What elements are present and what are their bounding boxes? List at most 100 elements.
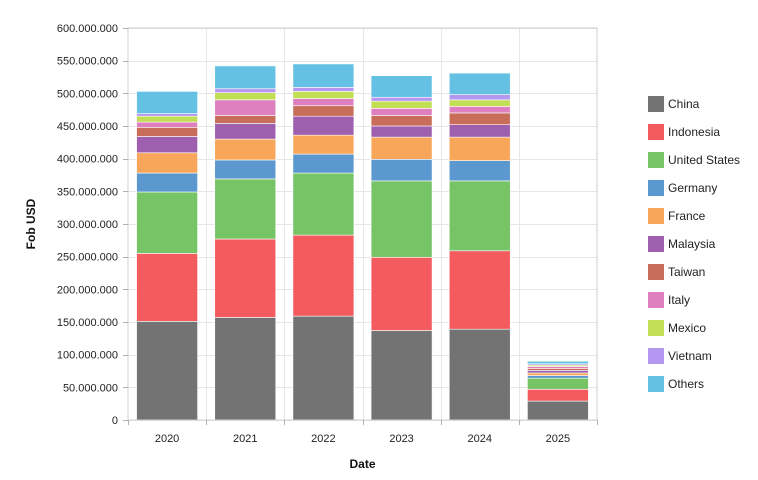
bar-segment-italy-2020[interactable] [136,121,198,128]
bar-segment-china-2023[interactable] [370,330,433,421]
legend-item-mexico[interactable]: Mexico [648,320,706,336]
legend-item-others[interactable]: Others [648,376,704,392]
bar-segment-germany-2024[interactable] [448,160,511,182]
bar-segment-others-2021[interactable] [214,65,277,90]
bar-segment-united-states-2020[interactable] [136,191,198,254]
y-tick-label: 250.000.000 [57,252,118,264]
bar-segment-indonesia-2023[interactable] [370,257,433,331]
bar-segment-vietnam-2021[interactable] [214,88,277,93]
legend-label: France [668,209,706,223]
bar-segment-others-2025[interactable] [527,360,589,365]
bar-segment-france-2025[interactable] [527,372,589,376]
bar-segment-france-2023[interactable] [370,136,433,160]
bar-segment-malaysia-2025[interactable] [527,370,589,374]
bar-segment-united-states-2025[interactable] [527,377,589,390]
bar-segment-indonesia-2022[interactable] [292,234,355,317]
bar-segment-malaysia-2024[interactable] [448,124,511,138]
bar-segment-malaysia-2022[interactable] [292,115,355,136]
legend-label: Malaysia [668,237,716,251]
bar-segment-mexico-2021[interactable] [214,92,277,101]
legend-swatch [648,208,664,224]
bar-segment-france-2021[interactable] [214,138,277,161]
legend-item-indonesia[interactable]: Indonesia [648,124,720,140]
legend-item-malaysia[interactable]: Malaysia [648,236,716,252]
bar-segment-others-2022[interactable] [292,63,355,88]
legend-item-vietnam[interactable]: Vietnam [648,348,712,364]
y-tick-label: 450.000.000 [57,121,118,133]
legend-item-france[interactable]: France [648,208,706,224]
y-tick-label: 400.000.000 [57,154,118,166]
bar-segment-taiwan-2023[interactable] [370,115,433,127]
bar-segment-germany-2022[interactable] [292,153,355,174]
legend: China Indonesia United States Germany France… [648,96,740,392]
bar-segment-malaysia-2021[interactable] [214,123,277,140]
bar-segment-italy-2021[interactable] [214,99,277,116]
legend-label: United States [668,153,740,167]
bar-segment-others-2020[interactable] [136,91,198,114]
legend-item-italy[interactable]: Italy [648,292,690,308]
bar-segment-vietnam-2024[interactable] [448,94,511,101]
bar-segment-united-states-2021[interactable] [214,178,277,240]
bar-segment-taiwan-2020[interactable] [136,127,198,137]
legend-item-germany[interactable]: Germany [648,180,717,196]
bar-segment-mexico-2022[interactable] [292,91,355,99]
bar-segment-france-2022[interactable] [292,134,355,155]
bar-segment-indonesia-2024[interactable] [448,250,511,330]
bar-segment-germany-2020[interactable] [136,172,198,193]
bar-segment-italy-2024[interactable] [448,106,511,114]
bar-segment-china-2022[interactable] [292,315,355,421]
grid [128,28,597,421]
legend-item-united-states[interactable]: United States [648,152,740,168]
bar-segment-united-states-2024[interactable] [448,180,511,252]
x-axis-ticks: 2020 2021 2022 2023 2024 2025 [128,420,598,445]
legend-label: China [668,97,700,111]
x-tick-label: 2020 [155,433,179,445]
bar-segment-germany-2021[interactable] [214,159,277,180]
bar-segment-germany-2023[interactable] [370,159,433,182]
bar-segment-indonesia-2025[interactable] [527,388,589,402]
bar-segment-vietnam-2023[interactable] [370,96,433,102]
legend-label: Others [668,377,704,391]
bar-segment-china-2020[interactable] [136,321,198,421]
legend-item-china[interactable]: China [648,96,700,112]
bar-segment-china-2024[interactable] [448,328,511,421]
bar-segment-france-2020[interactable] [136,152,198,174]
legend-label: Vietnam [668,349,712,363]
bar-segment-taiwan-2022[interactable] [292,105,355,117]
x-tick-label: 2023 [389,433,413,445]
bar-segment-united-states-2023[interactable] [370,180,433,258]
bar-segment-indonesia-2020[interactable] [136,253,198,322]
bar-segment-malaysia-2020[interactable] [136,136,198,154]
bar-segment-taiwan-2021[interactable] [214,115,277,124]
bar-segment-malaysia-2023[interactable] [370,125,433,138]
bar-segment-taiwan-2024[interactable] [448,112,511,125]
x-tick-label: 2024 [468,433,492,445]
bar-segment-mexico-2020[interactable] [136,115,198,123]
bar-segment-italy-2022[interactable] [292,98,355,107]
bar-segment-mexico-2023[interactable] [370,100,433,109]
legend-item-taiwan[interactable]: Taiwan [648,264,705,280]
bar-segment-vietnam-2020[interactable] [136,113,198,117]
legend-label: Italy [668,293,690,307]
bar-segment-united-states-2022[interactable] [292,172,355,236]
bar-segment-china-2025[interactable] [527,400,589,421]
x-axis-title: Date [349,457,375,471]
bar-segment-mexico-2024[interactable] [448,99,511,107]
bar-segment-france-2024[interactable] [448,136,511,161]
y-tick-label: 200.000.000 [57,284,118,296]
bar-segment-italy-2023[interactable] [370,108,433,116]
y-tick-label: 100.000.000 [57,350,118,362]
bar-segment-indonesia-2021[interactable] [214,238,277,318]
legend-swatch [648,292,664,308]
bar-segment-others-2023[interactable] [370,75,433,98]
bar-segment-others-2024[interactable] [448,72,511,95]
y-axis-ticks: 0 50.000.000 100.000.000 150.000.000 200.000… [57,23,128,427]
x-tick-label: 2022 [311,433,335,445]
bar-segment-vietnam-2022[interactable] [292,87,355,92]
x-tick-label: 2025 [546,433,570,445]
bar-segment-china-2021[interactable] [214,317,277,421]
bars [136,63,589,421]
y-tick-label: 550.000.000 [57,56,118,68]
bar-segment-germany-2025[interactable] [527,375,589,379]
